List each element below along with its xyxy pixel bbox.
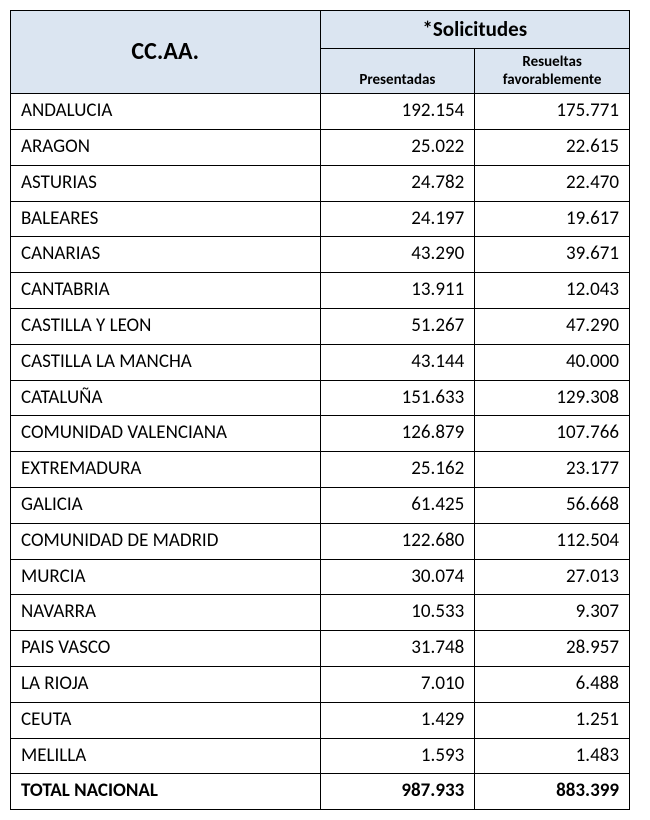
resueltas-cell: 9.307 (475, 595, 630, 631)
presentadas-cell: 43.290 (320, 237, 475, 273)
table-row: PAIS VASCO31.74828.957 (11, 631, 630, 667)
total-row: TOTAL NACIONAL987.933883.399 (11, 774, 630, 810)
presentadas-cell: 7.010 (320, 666, 475, 702)
table-row: CASTILLA LA MANCHA43.14440.000 (11, 344, 630, 380)
table-row: GALICIA61.42556.668 (11, 487, 630, 523)
header-row-1: CC.AA. *Solicitudes (11, 11, 630, 49)
presentadas-cell: 51.267 (320, 308, 475, 344)
header-presentadas: Presentadas (320, 49, 475, 94)
table-row: NAVARRA10.5339.307 (11, 595, 630, 631)
region-cell: NAVARRA (11, 595, 321, 631)
table-row: LA RIOJA7.0106.488 (11, 666, 630, 702)
region-cell: COMUNIDAD VALENCIANA (11, 416, 321, 452)
table-row: MURCIA30.07427.013 (11, 559, 630, 595)
table-row: COMUNIDAD VALENCIANA126.879107.766 (11, 416, 630, 452)
resueltas-cell: 27.013 (475, 559, 630, 595)
resueltas-cell: 56.668 (475, 487, 630, 523)
table-row: CANARIAS43.29039.671 (11, 237, 630, 273)
resueltas-cell: 39.671 (475, 237, 630, 273)
presentadas-cell: 24.782 (320, 165, 475, 201)
presentadas-cell: 122.680 (320, 523, 475, 559)
presentadas-cell: 25.162 (320, 452, 475, 488)
resueltas-cell: 40.000 (475, 344, 630, 380)
presentadas-cell: 61.425 (320, 487, 475, 523)
resueltas-cell: 1.251 (475, 702, 630, 738)
resueltas-cell: 22.470 (475, 165, 630, 201)
table-row: EXTREMADURA25.16223.177 (11, 452, 630, 488)
resueltas-cell: 107.766 (475, 416, 630, 452)
solicitudes-table-container: CC.AA. *Solicitudes Presentadas Resuelta… (10, 10, 630, 810)
region-cell: CEUTA (11, 702, 321, 738)
resueltas-cell: 23.177 (475, 452, 630, 488)
region-cell: ASTURIAS (11, 165, 321, 201)
region-cell: PAIS VASCO (11, 631, 321, 667)
presentadas-cell: 31.748 (320, 631, 475, 667)
header-resueltas: Resueltas favorablemente (475, 49, 630, 94)
region-cell: ANDALUCIA (11, 94, 321, 130)
table-row: CANTABRIA13.91112.043 (11, 273, 630, 309)
region-cell: LA RIOJA (11, 666, 321, 702)
presentadas-cell: 25.022 (320, 129, 475, 165)
region-cell: CASTILLA Y LEON (11, 308, 321, 344)
solicitudes-table: CC.AA. *Solicitudes Presentadas Resuelta… (10, 10, 630, 810)
region-cell: COMUNIDAD DE MADRID (11, 523, 321, 559)
presentadas-cell: 43.144 (320, 344, 475, 380)
table-row: COMUNIDAD DE MADRID122.680112.504 (11, 523, 630, 559)
presentadas-cell: 1.593 (320, 738, 475, 774)
presentadas-cell: 13.911 (320, 273, 475, 309)
header-ccaa: CC.AA. (11, 11, 321, 94)
table-row: ARAGON25.02222.615 (11, 129, 630, 165)
resueltas-cell: 112.504 (475, 523, 630, 559)
resueltas-cell: 175.771 (475, 94, 630, 130)
table-row: MELILLA1.5931.483 (11, 738, 630, 774)
total-presentadas-cell: 987.933 (320, 774, 475, 810)
resueltas-cell: 129.308 (475, 380, 630, 416)
resueltas-cell: 12.043 (475, 273, 630, 309)
total-region-cell: TOTAL NACIONAL (11, 774, 321, 810)
region-cell: ARAGON (11, 129, 321, 165)
resueltas-cell: 22.615 (475, 129, 630, 165)
presentadas-cell: 126.879 (320, 416, 475, 452)
table-row: ANDALUCIA192.154175.771 (11, 94, 630, 130)
table-body: ANDALUCIA192.154175.771ARAGON25.02222.61… (11, 94, 630, 810)
resueltas-cell: 6.488 (475, 666, 630, 702)
presentadas-cell: 1.429 (320, 702, 475, 738)
region-cell: BALEARES (11, 201, 321, 237)
resueltas-cell: 1.483 (475, 738, 630, 774)
region-cell: CASTILLA LA MANCHA (11, 344, 321, 380)
presentadas-cell: 192.154 (320, 94, 475, 130)
resueltas-cell: 19.617 (475, 201, 630, 237)
region-cell: MURCIA (11, 559, 321, 595)
table-row: CEUTA1.4291.251 (11, 702, 630, 738)
presentadas-cell: 24.197 (320, 201, 475, 237)
table-row: CATALUÑA151.633129.308 (11, 380, 630, 416)
region-cell: MELILLA (11, 738, 321, 774)
resueltas-cell: 47.290 (475, 308, 630, 344)
presentadas-cell: 151.633 (320, 380, 475, 416)
header-solicitudes: *Solicitudes (320, 11, 630, 49)
region-cell: CATALUÑA (11, 380, 321, 416)
presentadas-cell: 30.074 (320, 559, 475, 595)
table-row: ASTURIAS24.78222.470 (11, 165, 630, 201)
region-cell: CANARIAS (11, 237, 321, 273)
total-resueltas-cell: 883.399 (475, 774, 630, 810)
presentadas-cell: 10.533 (320, 595, 475, 631)
region-cell: EXTREMADURA (11, 452, 321, 488)
table-row: CASTILLA Y LEON51.26747.290 (11, 308, 630, 344)
resueltas-cell: 28.957 (475, 631, 630, 667)
table-row: BALEARES24.19719.617 (11, 201, 630, 237)
region-cell: CANTABRIA (11, 273, 321, 309)
region-cell: GALICIA (11, 487, 321, 523)
